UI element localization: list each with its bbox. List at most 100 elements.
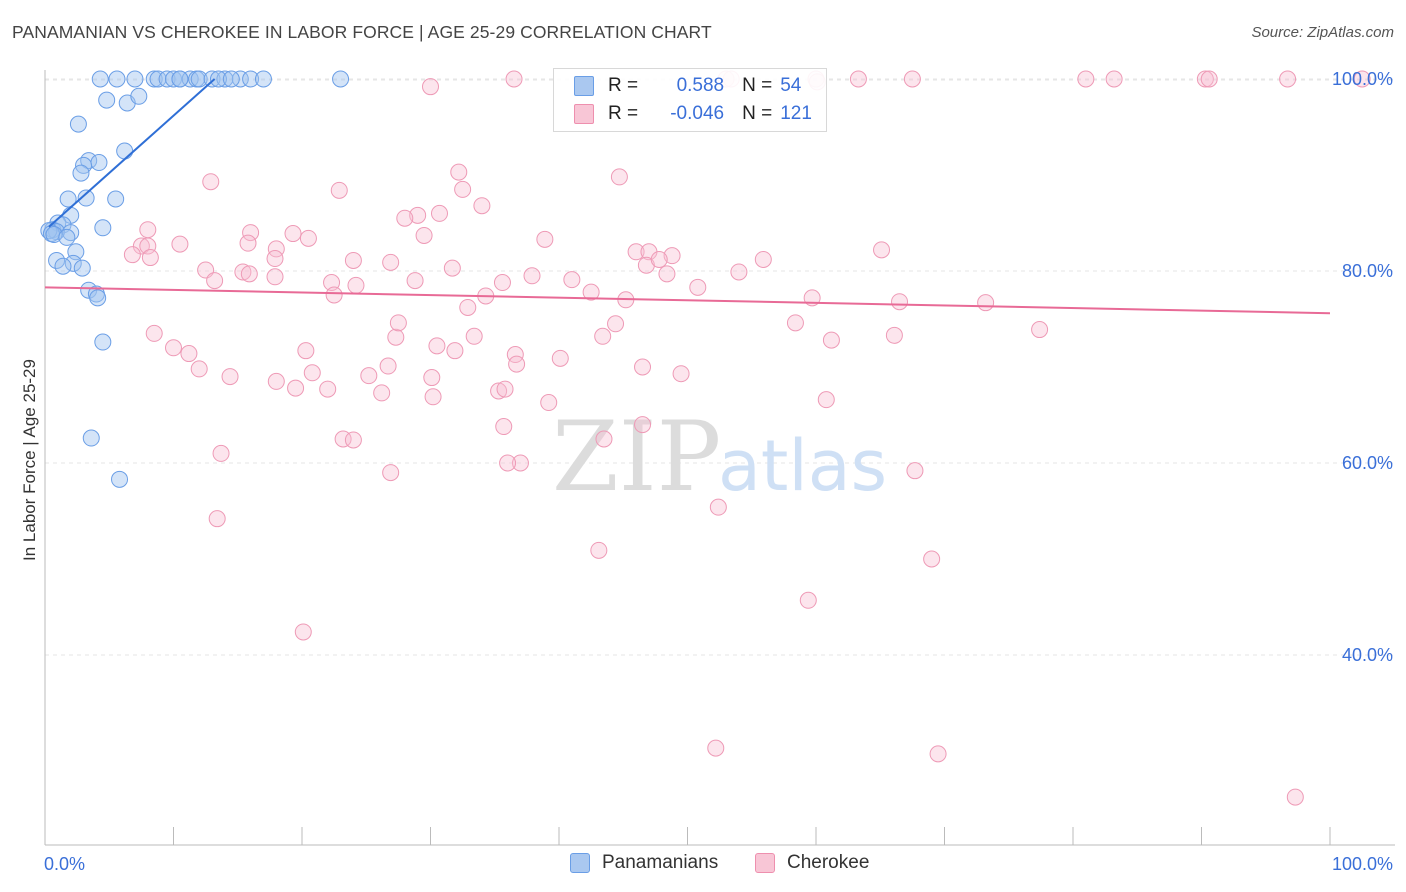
point-panamanians (108, 70, 126, 88)
point-cherokee (180, 345, 198, 363)
watermark-zip: ZIP (552, 401, 721, 513)
watermark-atlas: atlas (718, 425, 887, 507)
point-panamanians (107, 190, 125, 208)
x-tick-label-min: 0.0% (44, 854, 85, 874)
point-panamanians (48, 251, 66, 269)
point-cherokee (1077, 70, 1095, 88)
point-cherokee (139, 221, 157, 239)
point-cherokee (344, 251, 362, 269)
point-cherokee (873, 241, 891, 259)
point-cherokee (1196, 70, 1214, 88)
legend-swatch-panamanians (570, 853, 590, 873)
point-panamanians (98, 91, 116, 109)
point-cherokee (499, 454, 517, 472)
point-cherokee (929, 745, 947, 763)
point-panamanians (80, 152, 98, 170)
legend-n-label: N = (742, 75, 773, 96)
point-panamanians (181, 70, 199, 88)
point-cherokee (239, 234, 257, 252)
point-cherokee (360, 367, 378, 385)
legend-r-label: R = (608, 75, 639, 96)
point-panamanians (91, 70, 109, 88)
grid-lines (45, 78, 1395, 656)
point-panamanians (72, 164, 90, 182)
point-cherokee (379, 357, 397, 375)
point-cherokee (885, 326, 903, 344)
point-cherokee (822, 331, 840, 349)
point-cherokee (1286, 788, 1304, 806)
point-cherokee (330, 181, 348, 199)
point-cherokee (454, 180, 472, 198)
legend-swatch-panamanians (574, 76, 594, 96)
point-cherokee (903, 70, 921, 88)
point-panamanians (332, 70, 350, 88)
point-cherokee (373, 384, 391, 402)
trend-lines (44, 78, 1331, 315)
point-cherokee (563, 271, 581, 289)
point-cherokee (923, 550, 941, 568)
series-legend: Panamanians Cherokee (0, 852, 1406, 876)
point-cherokee (141, 249, 159, 267)
point-cherokee (459, 298, 477, 316)
point-cherokee (627, 243, 645, 261)
point-cherokee (382, 253, 400, 271)
tick-labels: 40.0% 60.0% 80.0% 100.0% 0.0% 100.0% (44, 69, 1393, 874)
point-cherokee (242, 224, 260, 242)
point-panamanians (145, 70, 163, 88)
point-cherokee (1200, 70, 1218, 88)
point-panamanians (111, 470, 129, 488)
point-cherokee (323, 274, 341, 292)
point-cherokee (799, 591, 817, 609)
legend-r-value: 0.588 (676, 75, 725, 96)
point-cherokee (206, 272, 224, 290)
point-cherokee (240, 265, 258, 283)
point-panamanians (242, 70, 260, 88)
point-cherokee (496, 380, 514, 398)
axes (44, 70, 1395, 846)
y-tick-label: 100.0% (1332, 69, 1393, 89)
point-panamanians (82, 429, 100, 447)
legend-swatch-cherokee (755, 853, 775, 873)
point-cherokee (551, 349, 569, 367)
point-cherokee (382, 464, 400, 482)
point-cherokee (347, 276, 365, 294)
point-cherokee (165, 339, 182, 357)
legend-n-label: N = (742, 103, 773, 124)
point-cherokee (495, 418, 513, 436)
legend-row-panamanians: R = 0.588 N = 54 (574, 73, 801, 99)
point-panamanians (158, 70, 176, 88)
point-cherokee (1353, 70, 1371, 88)
legend-label-cherokee: Cherokee (787, 852, 870, 873)
point-cherokee (730, 263, 748, 281)
point-cherokee (319, 380, 337, 398)
point-panamanians (54, 257, 72, 275)
point-cherokee (709, 498, 727, 516)
chart-title: PANAMANIAN VS CHEROKEE IN LABOR FORCE | … (12, 22, 712, 42)
point-panamanians (45, 226, 63, 244)
point-cherokee (689, 278, 707, 296)
y-tick-label: 80.0% (1342, 261, 1393, 281)
x-tick-label-max: 100.0% (1332, 854, 1393, 874)
y-tick-label: 40.0% (1342, 645, 1393, 665)
legend-item-cherokee[interactable]: Cherokee (755, 852, 869, 874)
point-cherokee (389, 314, 407, 332)
point-cherokee (415, 226, 433, 244)
point-cherokee (132, 237, 150, 255)
point-panamanians (130, 87, 148, 105)
legend-label-panamanians: Panamanians (602, 852, 719, 873)
legend-r-value: -0.046 (670, 103, 725, 124)
point-cherokee (266, 250, 284, 268)
point-cherokee (208, 510, 226, 528)
point-panamanians (209, 70, 227, 88)
legend-item-panamanians[interactable]: Panamanians (570, 852, 718, 874)
point-cherokee (891, 293, 909, 311)
point-cherokee (287, 379, 305, 397)
point-cherokee (595, 430, 613, 448)
point-cherokee (511, 454, 529, 472)
point-cherokee (508, 355, 526, 373)
point-cherokee (849, 70, 867, 88)
point-cherokee (473, 197, 491, 215)
point-cherokee (409, 206, 427, 224)
point-cherokee (344, 431, 362, 449)
